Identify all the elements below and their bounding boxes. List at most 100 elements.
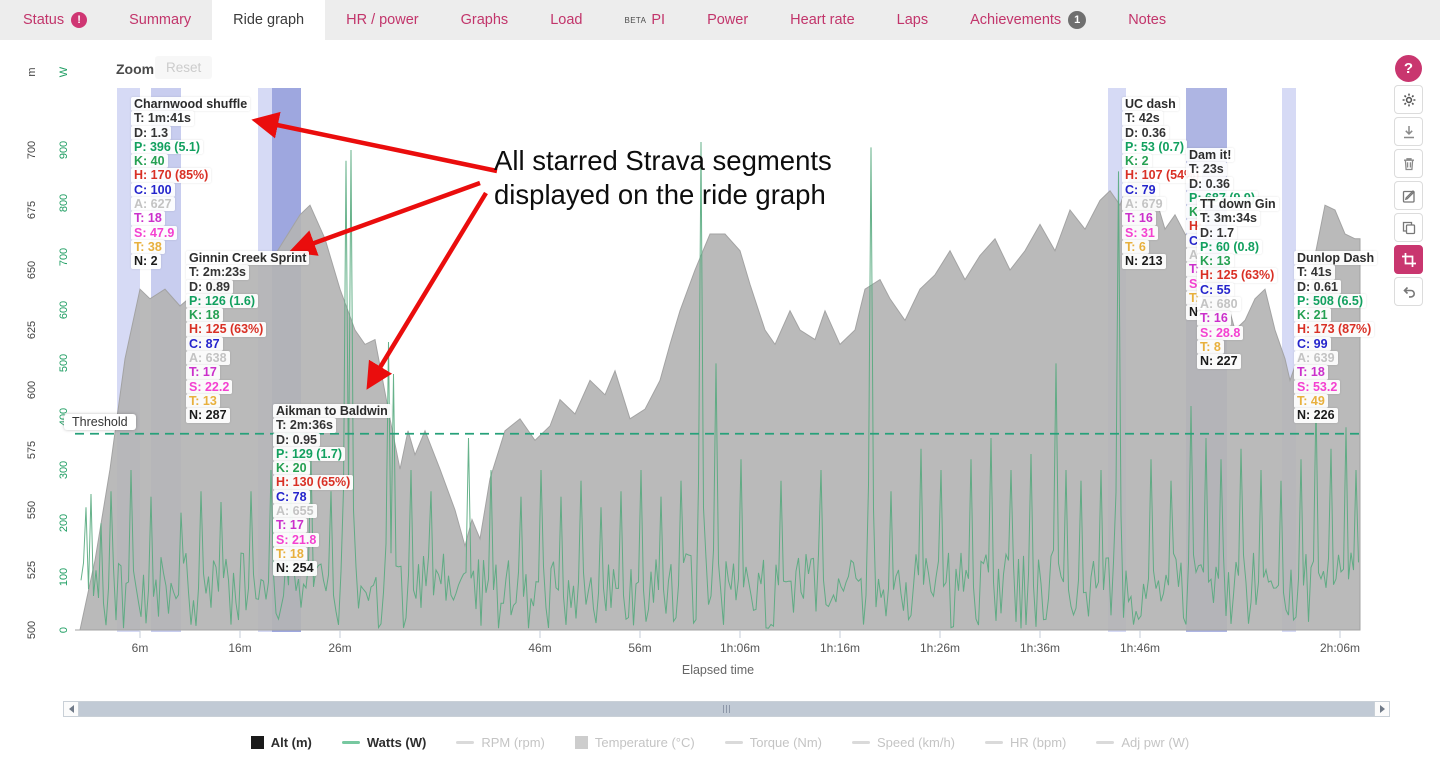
segment-name: Ginnin Creek Sprint: [186, 251, 310, 266]
scroll-left-arrow[interactable]: [64, 702, 79, 716]
segment-stat: S: 47.9: [131, 225, 178, 240]
segment-stat: P: 129 (1.7): [273, 446, 346, 462]
x-tick: 2h:06m: [1319, 641, 1361, 655]
x-axis-label: Elapsed time: [681, 663, 755, 677]
help-button[interactable]: ?: [1395, 55, 1422, 82]
x-tick: 6m: [131, 641, 149, 655]
x-tick: 1h:06m: [719, 641, 761, 655]
tab-label: Graphs: [460, 12, 509, 28]
segment-stat: N: 2: [131, 254, 161, 269]
x-tick: 1h:36m: [1019, 641, 1061, 655]
segment-stat: T: 42s: [1122, 111, 1163, 126]
tab-label: Ride graph: [233, 12, 305, 28]
segment-stat: S: 22.2: [186, 379, 233, 394]
segment-tooltip: Ginnin Creek Sprint T: 2m:23s D: 0.89 P: 12…: [186, 251, 310, 423]
legend-line-swatch: [1096, 741, 1115, 744]
tab-laps[interactable]: Laps: [876, 0, 949, 40]
legend-label: Adj pwr (W): [1121, 735, 1190, 750]
segment-stat: H: 125 (63%): [186, 322, 267, 337]
segment-tooltip: Charnwood shuffle T: 1m:41s D: 1.3 P: 396 (…: [131, 97, 251, 269]
x-tick: 16m: [228, 641, 252, 655]
segment-stat: T: 18: [1294, 365, 1328, 380]
crop-segments-icon: [1401, 252, 1417, 268]
segment-stat: C: 100: [131, 182, 175, 198]
segment-stat: D: 1.7: [1197, 225, 1238, 240]
edit-button[interactable]: [1394, 181, 1423, 210]
legend-item-temperature-c-[interactable]: Temperature (°C): [574, 735, 695, 750]
segment-stat: T: 17: [273, 518, 307, 533]
tab-summary[interactable]: Summary: [108, 0, 212, 40]
legend-line-swatch: [851, 741, 870, 744]
legend-item-torque-nm-[interactable]: Torque (Nm): [724, 735, 822, 750]
segment-stat: C: 99: [1294, 336, 1331, 352]
segment-stat: A: 679: [1122, 197, 1166, 212]
legend-item-adj-pwr-w-[interactable]: Adj pwr (W): [1096, 735, 1189, 750]
segment-stat: K: 13: [1197, 254, 1234, 269]
segment-stat: S: 31: [1122, 225, 1158, 240]
segment-stat: P: 60 (0.8): [1197, 239, 1263, 255]
x-tick: 26m: [328, 641, 352, 655]
tab-status[interactable]: Status!: [2, 0, 108, 40]
chart-legend: Alt (m) Watts (W) RPM (rpm) Temperature (°C…: [0, 735, 1440, 750]
legend-line-swatch: [341, 741, 360, 744]
legend-square-swatch: [574, 736, 588, 749]
scrollbar-thumb[interactable]: [79, 702, 1374, 716]
scrollbar[interactable]: [63, 701, 1390, 717]
segment-stat: T: 3m:34s: [1197, 211, 1260, 226]
tab-ride-graph[interactable]: Ride graph: [212, 0, 326, 40]
tab-label: Status: [23, 12, 65, 28]
settings-button[interactable]: [1394, 85, 1423, 114]
top-nav: Status! Summary Ride graph HR / power Graphs…: [0, 0, 1440, 40]
tab-load[interactable]: Load: [529, 0, 603, 40]
segment-stat: H: 125 (63%): [1197, 268, 1278, 283]
crop-segments-button[interactable]: [1394, 245, 1423, 274]
segment-stat: T: 41s: [1294, 265, 1335, 280]
x-tick: 1h:46m: [1119, 641, 1161, 655]
tab-hr-power[interactable]: HR / power: [325, 0, 440, 40]
tab-label: HR / power: [346, 12, 419, 28]
edit-icon: [1401, 188, 1417, 204]
segment-tooltip: UC dash T: 42s D: 0.36 P: 53 (0.7) K: 2 H: 10…: [1122, 97, 1203, 269]
segment-tooltip: Aikman to Baldwin T: 2m:36s D: 0.95 P: 129 …: [273, 404, 391, 576]
legend-item-speed-km-h-[interactable]: Speed (km/h): [851, 735, 955, 750]
legend-item-watts-w-[interactable]: Watts (W): [341, 735, 427, 750]
segment-stat: T: 18: [273, 546, 307, 562]
copy-icon: [1401, 220, 1417, 236]
tab-pi[interactable]: BETA PI: [603, 0, 686, 40]
segment-stat: P: 396 (5.1): [131, 139, 204, 155]
segment-stat: T: 2m:23s: [186, 265, 249, 280]
segment-stat: A: 638: [186, 351, 230, 366]
legend-label: Watts (W): [366, 735, 427, 750]
segment-stat: D: 0.36: [1186, 176, 1233, 191]
segment-stat: N: 213: [1122, 254, 1166, 269]
copy-button[interactable]: [1394, 213, 1423, 242]
segment-stat: T: 8: [1197, 339, 1224, 355]
tab-label: Heart rate: [790, 12, 855, 28]
tab-label: Achievements: [970, 12, 1062, 28]
segment-stat: K: 18: [186, 308, 223, 323]
legend-item-alt-m-[interactable]: Alt (m): [250, 735, 312, 750]
download-button[interactable]: [1394, 117, 1423, 146]
legend-label: Alt (m): [270, 735, 312, 750]
tab-heart-rate[interactable]: Heart rate: [769, 0, 875, 40]
delete-button[interactable]: [1394, 149, 1423, 178]
tab-label: Summary: [129, 12, 192, 28]
segment-stat: K: 40: [131, 154, 168, 169]
tab-achievements[interactable]: Achievements 1: [949, 0, 1107, 40]
scroll-right-arrow[interactable]: [1374, 702, 1389, 716]
segment-stat: T: 16: [1197, 311, 1231, 326]
legend-label: Torque (Nm): [749, 735, 822, 750]
tab-label: Laps: [896, 12, 929, 28]
tab-graphs[interactable]: Graphs: [440, 0, 530, 40]
segment-name: Charnwood shuffle: [131, 97, 251, 112]
legend-item-rpm-rpm-[interactable]: RPM (rpm): [456, 735, 545, 750]
tab-power[interactable]: Power: [686, 0, 769, 40]
segment-stat: T: 17: [186, 365, 220, 380]
legend-item-hr-bpm-[interactable]: HR (bpm): [985, 735, 1066, 750]
zoom-button[interactable]: Zoom: [116, 61, 155, 77]
tab-notes[interactable]: Notes: [1107, 0, 1187, 40]
tab-label: Power: [707, 12, 749, 28]
reset-button[interactable]: Reset: [155, 56, 213, 79]
undo-button[interactable]: [1394, 277, 1423, 306]
